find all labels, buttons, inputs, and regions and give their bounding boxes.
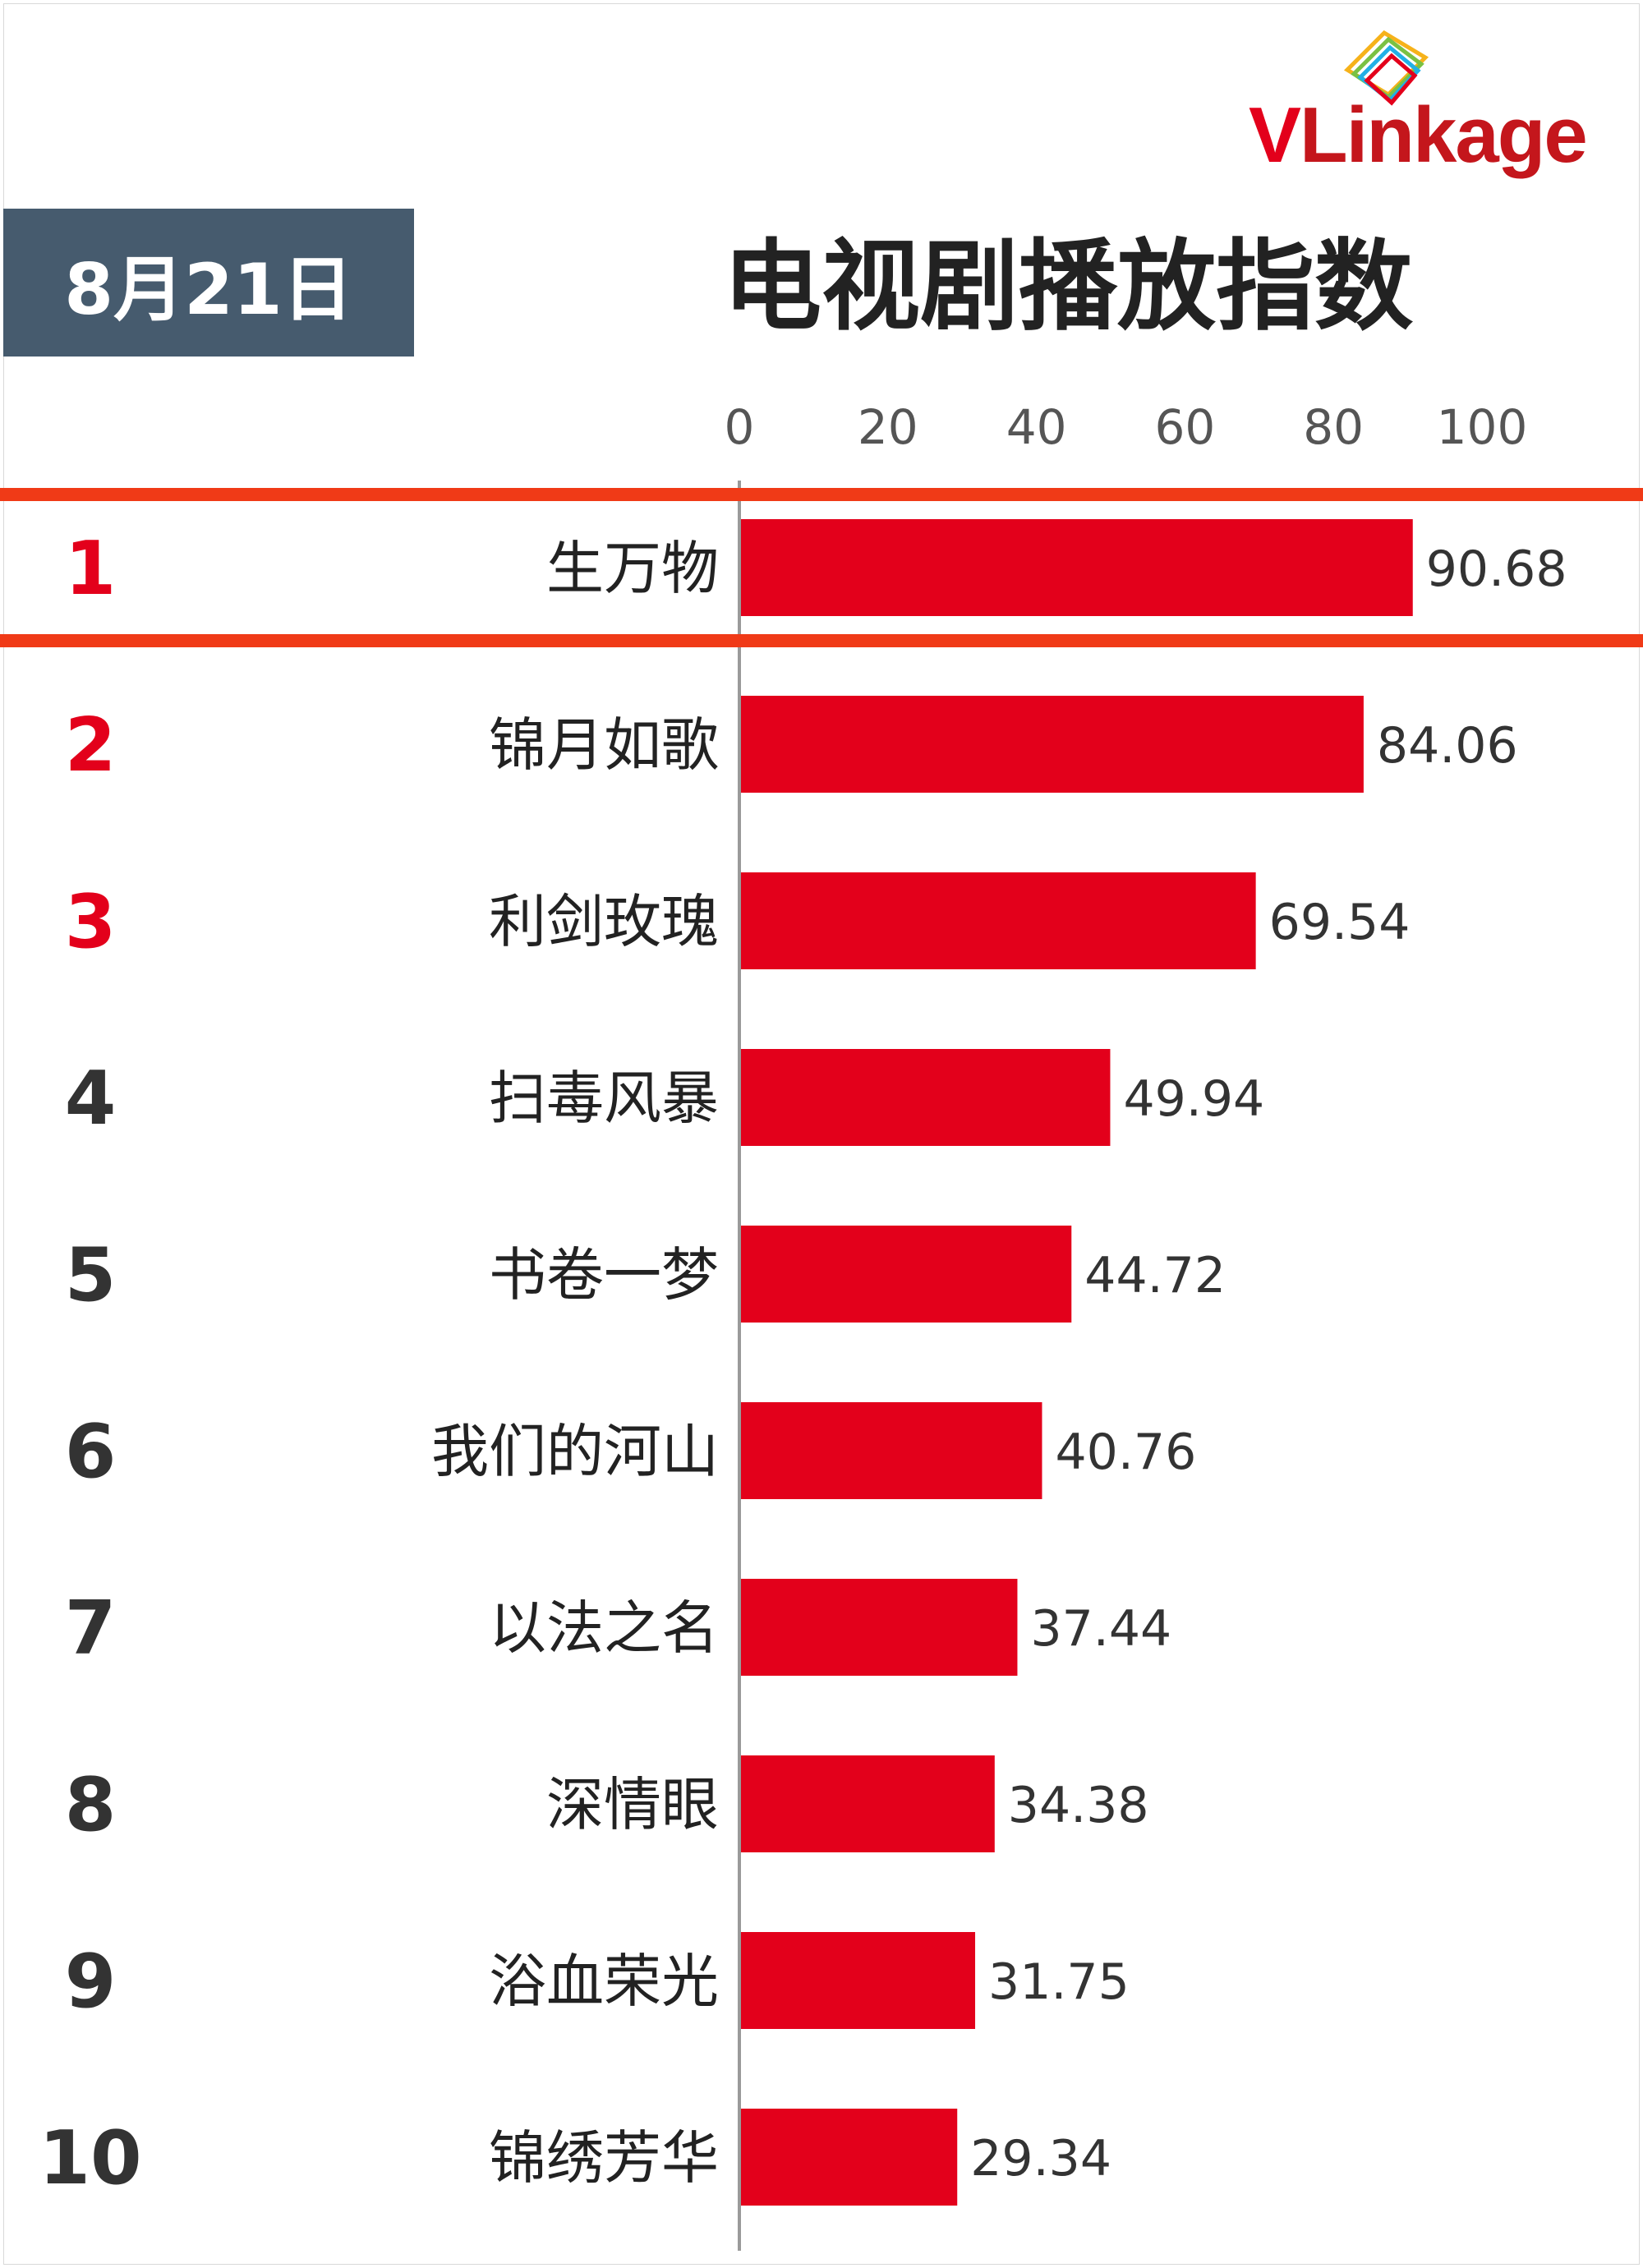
rank-label: 5 bbox=[65, 1232, 117, 1318]
data-label: 29.34 bbox=[970, 2130, 1111, 2187]
logo-text: VLinkage bbox=[1249, 90, 1588, 181]
category-label: 扫毒风暴 bbox=[489, 1065, 719, 1132]
bar bbox=[741, 696, 1364, 793]
bar bbox=[741, 2109, 958, 2206]
x-tick-label: 60 bbox=[1154, 399, 1215, 455]
x-tick-label: 20 bbox=[858, 399, 918, 455]
date-badge: 8月21日 bbox=[3, 209, 414, 357]
data-label: 34.38 bbox=[1008, 1777, 1149, 1834]
rank-label: 2 bbox=[65, 702, 117, 789]
data-label: 49.94 bbox=[1123, 1070, 1264, 1128]
rank-label: 3 bbox=[65, 879, 117, 965]
category-label: 生万物 bbox=[546, 535, 719, 602]
rank-label: 8 bbox=[65, 1762, 117, 1848]
category-label: 利剑玫瑰 bbox=[489, 888, 719, 955]
bar bbox=[741, 519, 1413, 616]
vlinkage-logo: VLinkage bbox=[1249, 25, 1627, 181]
data-label: 84.06 bbox=[1377, 717, 1518, 775]
bar bbox=[741, 1579, 1018, 1676]
data-label: 90.68 bbox=[1426, 541, 1567, 598]
logo-text-v: V bbox=[1249, 91, 1301, 179]
category-label: 书卷一梦 bbox=[489, 1241, 719, 1309]
bar bbox=[741, 1932, 976, 2029]
category-label: 锦绣芳华 bbox=[489, 2124, 719, 2192]
rank-label: 1 bbox=[65, 526, 117, 612]
x-tick-label: 80 bbox=[1303, 399, 1364, 455]
rank-label: 4 bbox=[65, 1056, 117, 1142]
rank-label: 10 bbox=[39, 2115, 141, 2201]
data-label: 37.44 bbox=[1030, 1600, 1171, 1658]
category-label: 深情眼 bbox=[546, 1771, 719, 1838]
highlight-line-bottom bbox=[0, 634, 1643, 647]
chart-frame bbox=[3, 3, 1640, 2265]
date-label: 8月21日 bbox=[64, 248, 353, 331]
logo-text-rest: Linkage bbox=[1300, 91, 1588, 179]
bar bbox=[741, 1049, 1111, 1146]
rank-label: 7 bbox=[65, 1585, 117, 1672]
highlight-line-top bbox=[0, 488, 1643, 501]
category-label: 锦月如歌 bbox=[489, 711, 719, 779]
data-label: 40.76 bbox=[1055, 1424, 1196, 1481]
logo-icon bbox=[1343, 30, 1429, 106]
bar bbox=[741, 1402, 1042, 1499]
x-tick-label: 100 bbox=[1437, 399, 1528, 455]
bar bbox=[741, 1755, 995, 1852]
bar bbox=[741, 1226, 1072, 1323]
rank-label: 6 bbox=[65, 1409, 117, 1495]
bar bbox=[741, 872, 1256, 969]
data-label: 31.75 bbox=[988, 1953, 1130, 2011]
rank-label: 9 bbox=[65, 1939, 117, 2025]
category-label: 浴血荣光 bbox=[489, 1948, 719, 2015]
x-tick-label: 40 bbox=[1006, 399, 1067, 455]
data-label: 44.72 bbox=[1084, 1247, 1226, 1304]
category-label: 我们的河山 bbox=[431, 1418, 719, 1485]
category-label: 以法之名 bbox=[489, 1594, 719, 1662]
x-tick-label: 0 bbox=[725, 399, 755, 455]
data-label: 69.54 bbox=[1269, 894, 1411, 951]
chart-title: 电视剧播放指数 bbox=[723, 230, 1413, 344]
